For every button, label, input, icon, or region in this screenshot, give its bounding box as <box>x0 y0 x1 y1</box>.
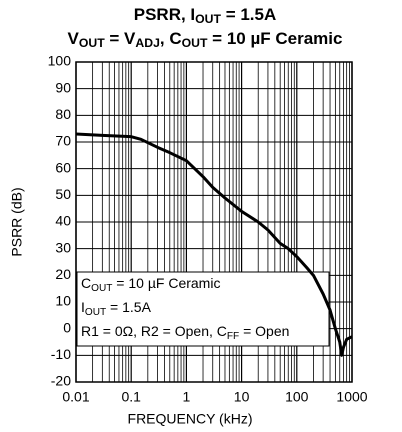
chart-title-sub: OUT <box>79 36 105 50</box>
x-axis-label: FREQUENCY (kHz) <box>128 411 253 427</box>
chart-title-sub: ADJ <box>135 36 159 50</box>
x-tick-label: 0.1 <box>121 389 141 405</box>
annotation-sub: FF <box>227 331 239 342</box>
y-tick-label: 0 <box>63 319 71 335</box>
y-tick-label: 70 <box>55 133 71 149</box>
chart-title: PSRR, IOUT = 1.5A <box>134 5 277 26</box>
annotation-part: R1 = 0Ω, R2 = Open, C <box>81 323 227 339</box>
chart-title-part: V <box>68 29 80 48</box>
chart-title-part: = 1.5A <box>221 5 276 24</box>
y-tick-label: 80 <box>55 106 71 122</box>
psrr-curve <box>75 132 353 357</box>
y-tick-label: 30 <box>55 239 71 255</box>
chart-title-part: = V <box>105 29 136 48</box>
x-tick-label: 1 <box>183 389 191 405</box>
x-tick-label: 0.01 <box>62 389 89 405</box>
y-axis-label: PSRR (dB) <box>9 187 25 256</box>
y-tick-label: 100 <box>48 53 72 69</box>
chart-title-part: , C <box>160 29 182 48</box>
y-tick-label: 50 <box>55 186 71 202</box>
annotation-part: = 10 µF Ceramic <box>112 275 220 291</box>
chart-title-sub: OUT <box>182 36 208 50</box>
annotation-sub: OUT <box>91 283 112 294</box>
annotation: IOUT = 1.5A <box>81 299 152 318</box>
y-tick-label: 20 <box>55 266 71 282</box>
chart-title-part: PSRR, I <box>134 5 195 24</box>
annotation-sub: OUT <box>85 307 106 318</box>
plot-frame <box>75 61 353 383</box>
y-tick-label: -20 <box>51 373 71 389</box>
y-tick-label: 10 <box>55 293 71 309</box>
annotation-part: = 1.5A <box>106 299 151 315</box>
x-tick-label: 10 <box>234 389 250 405</box>
annotation-part: = Open <box>239 323 289 339</box>
annotation: COUT = 10 µF Ceramic <box>81 275 220 294</box>
x-tick-label: 100 <box>285 389 309 405</box>
y-tick-label: 90 <box>55 79 71 95</box>
chart-title-sub: OUT <box>195 12 221 26</box>
annotation-part: C <box>81 275 91 291</box>
annotation-part: I <box>81 299 85 315</box>
y-tick-label: 40 <box>55 213 71 229</box>
chart-title: VOUT = VADJ, COUT = 10 µF Ceramic <box>68 29 343 50</box>
chart-title-part: = 10 µF Ceramic <box>207 29 342 48</box>
y-tick-label: 60 <box>55 159 71 175</box>
annotation-box <box>76 271 330 347</box>
annotation: R1 = 0Ω, R2 = Open, CFF = Open <box>81 323 289 342</box>
y-tick-label: -10 <box>51 346 71 362</box>
x-tick-label: 1000 <box>336 389 367 405</box>
